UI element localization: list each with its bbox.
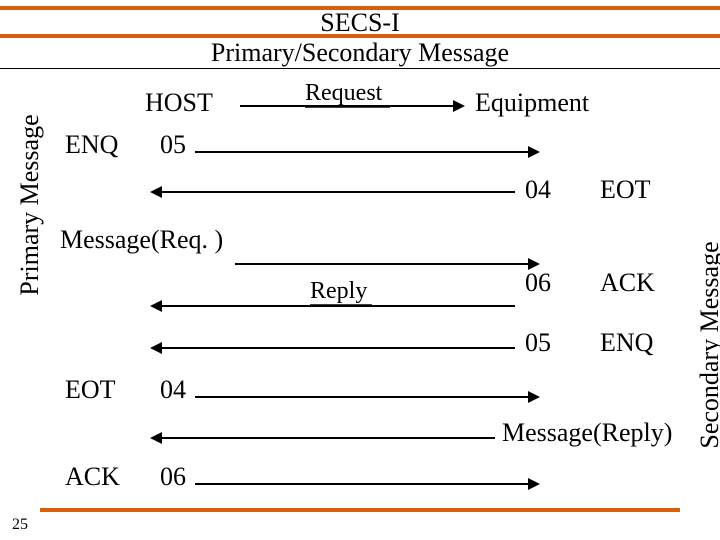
arrow-msgreply-left	[150, 430, 495, 446]
left-side-label: Primary Message	[15, 105, 45, 305]
code-04-bottom: 04	[160, 375, 186, 405]
enq-right-label: ENQ	[600, 328, 653, 358]
ack-right-label: ACK	[600, 268, 655, 298]
arrow-msgreq-right	[235, 256, 540, 272]
request-underline	[305, 106, 390, 108]
code-06-top: 06	[525, 268, 551, 298]
rule-thin	[0, 68, 720, 69]
ack-left-label: ACK	[65, 462, 120, 492]
eot-right-label: EOT	[600, 175, 651, 205]
host-label: HOST	[145, 88, 213, 118]
code-06-bottom: 06	[160, 462, 186, 492]
reply-underline	[310, 304, 372, 306]
arrow-enq2-left	[150, 340, 515, 356]
eot-left-label: EOT	[65, 375, 116, 405]
code-05-bottom: 05	[525, 328, 551, 358]
reply-label: Reply	[310, 278, 367, 305]
right-side-label: Secondary Message	[695, 225, 720, 465]
arrow-ack2-right	[195, 476, 540, 492]
footer-rule	[40, 508, 680, 512]
page-title-line1: SECS-I	[0, 8, 720, 38]
page-number: 25	[12, 516, 28, 534]
code-05-top: 05	[160, 130, 186, 160]
arrow-enq-right	[195, 144, 540, 160]
equipment-label: Equipment	[475, 88, 589, 118]
request-label: Request	[305, 80, 382, 107]
message-req-label: Message(Req. )	[60, 225, 223, 255]
arrow-eot-left	[150, 184, 515, 200]
enq-left-label: ENQ	[65, 130, 118, 160]
message-reply-label: Message(Reply)	[502, 418, 672, 448]
page-title-line2: Primary/Secondary Message	[0, 38, 720, 68]
arrow-eot2-right	[195, 389, 540, 405]
code-04-top: 04	[525, 175, 551, 205]
